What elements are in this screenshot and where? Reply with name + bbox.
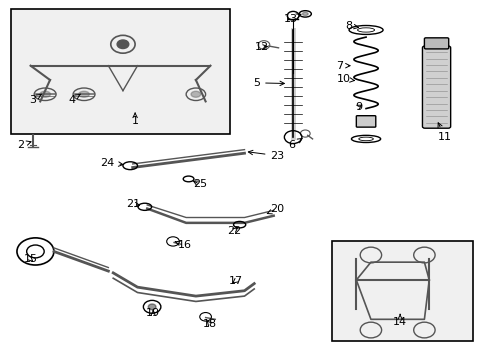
FancyBboxPatch shape: [356, 116, 375, 127]
Text: 5: 5: [253, 78, 284, 88]
Text: 24: 24: [100, 158, 123, 168]
Circle shape: [148, 304, 156, 310]
Text: 23: 23: [248, 150, 284, 161]
FancyBboxPatch shape: [422, 46, 450, 128]
Text: 15: 15: [23, 254, 38, 264]
FancyBboxPatch shape: [424, 38, 448, 49]
Text: 16: 16: [175, 240, 192, 250]
Text: 13: 13: [283, 14, 300, 23]
Bar: [11, 9, 229, 134]
Text: 21: 21: [126, 199, 141, 209]
Text: 6: 6: [288, 139, 302, 150]
Text: 25: 25: [192, 179, 206, 189]
Text: 4: 4: [68, 94, 81, 105]
Text: 3: 3: [29, 94, 41, 105]
Bar: [331, 241, 472, 341]
Text: 12: 12: [254, 42, 268, 52]
Text: 19: 19: [146, 308, 160, 318]
Ellipse shape: [302, 12, 307, 15]
Text: 1: 1: [131, 113, 138, 126]
Text: 9: 9: [354, 102, 362, 112]
Ellipse shape: [191, 91, 201, 97]
Text: 20: 20: [267, 204, 284, 214]
Text: 14: 14: [392, 314, 407, 327]
Ellipse shape: [79, 91, 89, 97]
Circle shape: [117, 40, 128, 49]
Text: 11: 11: [437, 123, 451, 142]
Ellipse shape: [40, 91, 50, 97]
Text: 8: 8: [345, 21, 358, 31]
Text: 17: 17: [228, 276, 243, 286]
Text: 22: 22: [226, 226, 241, 236]
Text: 18: 18: [202, 319, 216, 329]
Text: 7: 7: [335, 61, 349, 71]
Text: 2: 2: [17, 140, 31, 150]
Text: 10: 10: [337, 74, 354, 84]
